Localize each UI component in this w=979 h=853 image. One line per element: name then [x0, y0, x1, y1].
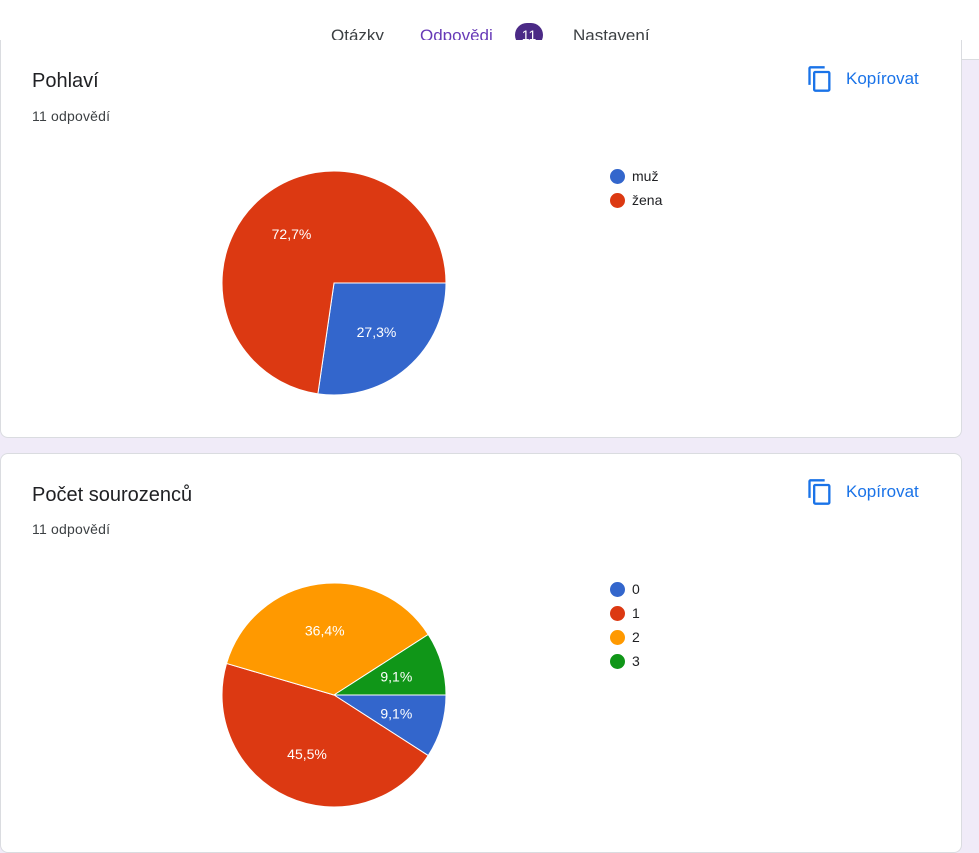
pie-chart-gender: 27,3% 72,7%: [221, 170, 447, 396]
pie-slice-3: [332, 633, 447, 696]
legend-swatch: [610, 605, 625, 621]
question-title: Pohlaví: [32, 70, 99, 92]
pie-label-0: 9,1%: [380, 705, 412, 721]
pie-slice-1: [221, 662, 429, 808]
copy-label: Kopírovat: [846, 482, 919, 501]
legend-item-2: 2: [610, 625, 640, 649]
response-count: 11 odpovědí: [32, 108, 111, 124]
legend-item-3: 3: [610, 649, 640, 673]
question-card-gender: Pohlaví 11 odpovědí Kopírovat 27,3% 72,7%…: [0, 40, 962, 438]
copy-chart-button[interactable]: Kopírovat: [806, 63, 919, 95]
pie-label-3: 9,1%: [380, 669, 412, 685]
pie-label-žena: 72,7%: [272, 226, 312, 242]
legend-swatch: [610, 581, 625, 597]
legend-label: 1: [632, 605, 640, 621]
pie-label-muž: 27,3%: [357, 324, 397, 340]
question-card-siblings: Počet sourozenců 11 odpovědí Kopírovat 9…: [0, 453, 962, 853]
legend-label: žena: [632, 192, 663, 208]
legend-label: 0: [632, 581, 640, 597]
legend-label: 3: [632, 653, 640, 669]
pie-slice-muž: [317, 282, 447, 396]
pie-chart-siblings: 9,1% 45,5% 36,4% 9,1%: [221, 582, 447, 808]
pie-label-2: 36,4%: [305, 623, 345, 639]
copy-icon: [808, 479, 831, 505]
legend-item-muž: muž: [610, 164, 662, 188]
chart-legend: muž žena: [610, 164, 662, 212]
legend-item-0: 0: [610, 577, 640, 601]
legend-swatch: [610, 168, 625, 184]
pie-slice-2: [225, 582, 429, 696]
legend-swatch: [610, 653, 625, 669]
legend-label: muž: [632, 168, 659, 184]
chart-legend: 0 1 2 3: [610, 577, 640, 673]
copy-icon: [808, 66, 831, 92]
legend-item-žena: žena: [610, 188, 662, 212]
copy-chart-button[interactable]: Kopírovat: [806, 476, 919, 508]
legend-item-1: 1: [610, 601, 640, 625]
copy-label: Kopírovat: [846, 69, 919, 88]
legend-swatch: [610, 629, 625, 645]
pie-label-1: 45,5%: [287, 746, 327, 762]
response-count: 11 odpovědí: [32, 521, 111, 537]
question-title: Počet sourozenců: [32, 484, 193, 506]
legend-label: 2: [632, 629, 640, 645]
legend-swatch: [610, 192, 625, 208]
pie-slice-žena: [221, 170, 447, 395]
